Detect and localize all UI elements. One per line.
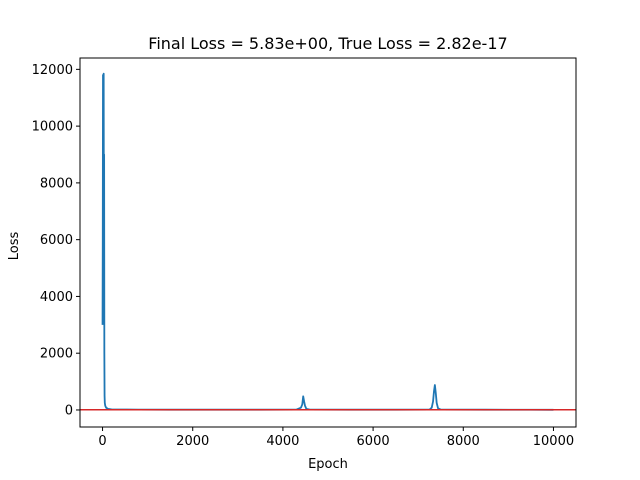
chart-title: Final Loss = 5.83e+00, True Loss = 2.82e… (148, 34, 507, 53)
x-axis-label: Epoch (308, 457, 348, 472)
x-tick-label-2000: 2000 (176, 434, 209, 449)
y-tick-label-10000: 10000 (32, 120, 73, 135)
y-tick-label-12000: 12000 (32, 63, 73, 78)
plot-area: 0 2000 4000 6000 8000 10000 0 2000 4000 6000 8000 1… (32, 57, 577, 449)
axes-frame (79, 57, 577, 428)
x-tick-label-6000: 6000 (357, 434, 390, 449)
y-tick-label-8000: 8000 (40, 176, 73, 191)
y-tick-label-0: 0 (65, 403, 73, 418)
series-line-1 (101, 72, 554, 411)
x-tick-label-4000: 4000 (266, 434, 299, 449)
y-tick-label-4000: 4000 (40, 290, 73, 305)
x-tick-label-10000: 10000 (533, 434, 574, 449)
y-tick-label-2000: 2000 (40, 347, 73, 362)
y-tick-label-6000: 6000 (40, 233, 73, 248)
y-axis-label: Loss (7, 232, 22, 261)
x-tick-label-8000: 8000 (447, 434, 480, 449)
x-tick-label-0: 0 (98, 434, 106, 449)
